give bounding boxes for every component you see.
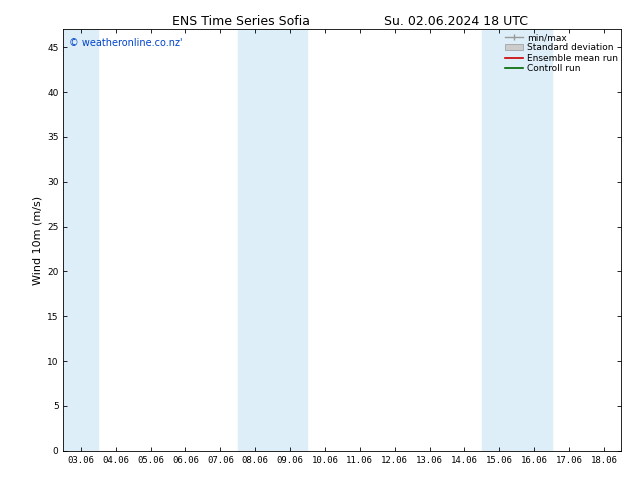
Bar: [482, 29, 552, 451]
Text: © weatheronline.co.nz': © weatheronline.co.nz': [69, 38, 183, 48]
Text: ENS Time Series Sofia: ENS Time Series Sofia: [172, 15, 310, 28]
Bar: [63, 29, 98, 451]
Legend: min/max, Standard deviation, Ensemble mean run, Controll run: min/max, Standard deviation, Ensemble me…: [503, 31, 619, 75]
Bar: [238, 29, 307, 451]
Y-axis label: Wind 10m (m/s): Wind 10m (m/s): [33, 196, 43, 285]
Text: Su. 02.06.2024 18 UTC: Su. 02.06.2024 18 UTC: [384, 15, 529, 28]
